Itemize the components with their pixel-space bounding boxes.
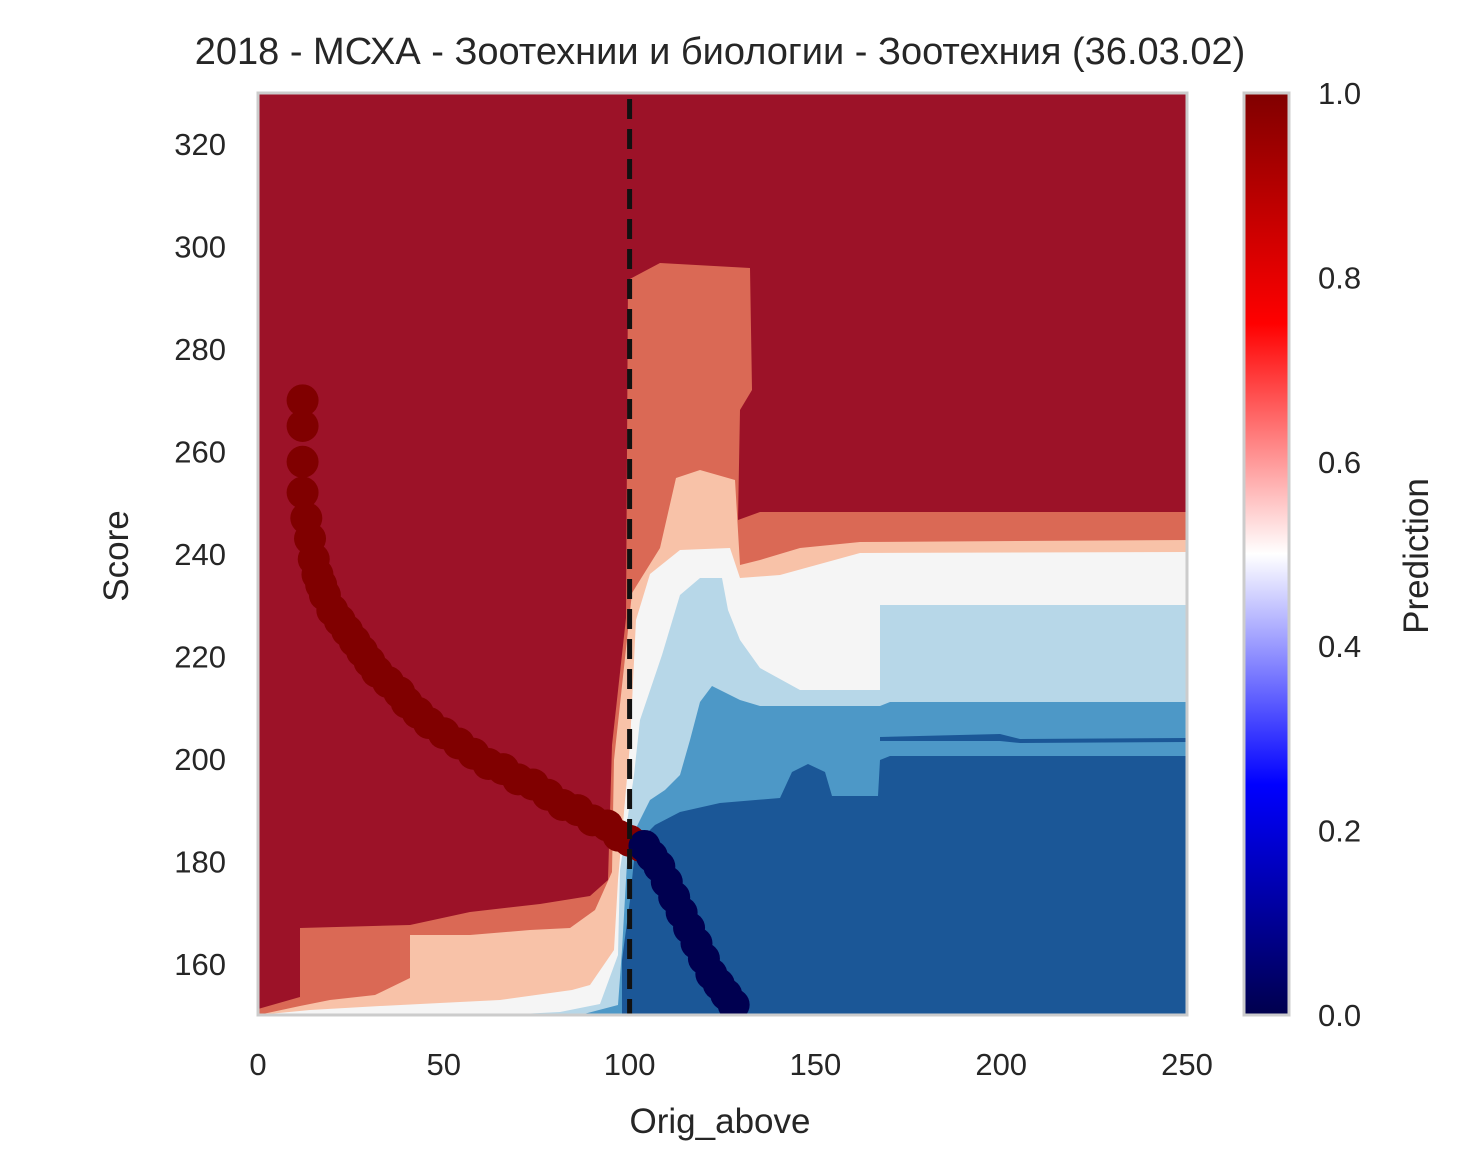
scatter-point-0-1 — [286, 409, 319, 442]
colorbar-tick-label-0.0: 0.0 — [1318, 998, 1361, 1033]
scatter-point-0-0 — [286, 384, 319, 417]
y-axis-ticks: 160 180 200 220 240 260 280 300 320 — [174, 127, 226, 982]
y-tick-label-300: 300 — [174, 230, 226, 265]
colorbar-frame — [1242, 91, 1291, 1017]
y-tick-label-280: 280 — [174, 332, 226, 367]
colorbar-tick-label-1.0: 1.0 — [1318, 76, 1361, 111]
scatter-point-1-12 — [717, 988, 750, 1015]
colorbar-tick-label-0.2: 0.2 — [1318, 814, 1361, 849]
plot-area — [258, 93, 1187, 1015]
x-axis-ticks: 0 50 100 150 200 250 — [249, 1047, 1212, 1082]
contour-sliver — [880, 734, 1187, 743]
scatter-point-0-3 — [286, 476, 319, 509]
y-tick-label-260: 260 — [174, 435, 226, 470]
y-tick-label-240: 240 — [174, 537, 226, 572]
x-tick-label-250: 250 — [1161, 1047, 1213, 1082]
y-tick-label-320: 320 — [174, 127, 226, 162]
colorbar-tick-label-0.6: 0.6 — [1318, 445, 1361, 480]
colorbar-tick-label-0.8: 0.8 — [1318, 260, 1361, 295]
y-axis-label: Score — [97, 510, 136, 601]
colorbar-label: Prediction — [1397, 478, 1436, 634]
y-tick-label-160: 160 — [174, 947, 226, 982]
chart-title: 2018 - МСХА - Зоотехнии и биологии - Зоо… — [195, 31, 1246, 73]
colorbar: 0.0 0.2 0.4 0.6 0.8 1.0 Prediction — [1242, 76, 1436, 1033]
plot-frame — [256, 91, 1189, 1017]
x-tick-label-0: 0 — [249, 1047, 266, 1082]
x-axis-label: Orig_above — [630, 1102, 811, 1141]
colorbar-gradient — [1244, 93, 1289, 1015]
scatter-point-0-2 — [286, 445, 319, 478]
y-tick-label-220: 220 — [174, 639, 226, 674]
x-tick-label-50: 50 — [427, 1047, 461, 1082]
colorbar-tick-label-0.4: 0.4 — [1318, 629, 1361, 664]
y-tick-label-180: 180 — [174, 844, 226, 879]
x-tick-label-200: 200 — [975, 1047, 1027, 1082]
x-tick-label-100: 100 — [604, 1047, 656, 1082]
x-tick-label-150: 150 — [790, 1047, 842, 1082]
scatter-markers — [286, 384, 750, 1015]
colorbar-ticks: 0.0 0.2 0.4 0.6 0.8 1.0 — [1318, 76, 1361, 1033]
y-tick-label-200: 200 — [174, 742, 226, 777]
contour-region-0.0-0.2 — [622, 756, 1187, 1015]
